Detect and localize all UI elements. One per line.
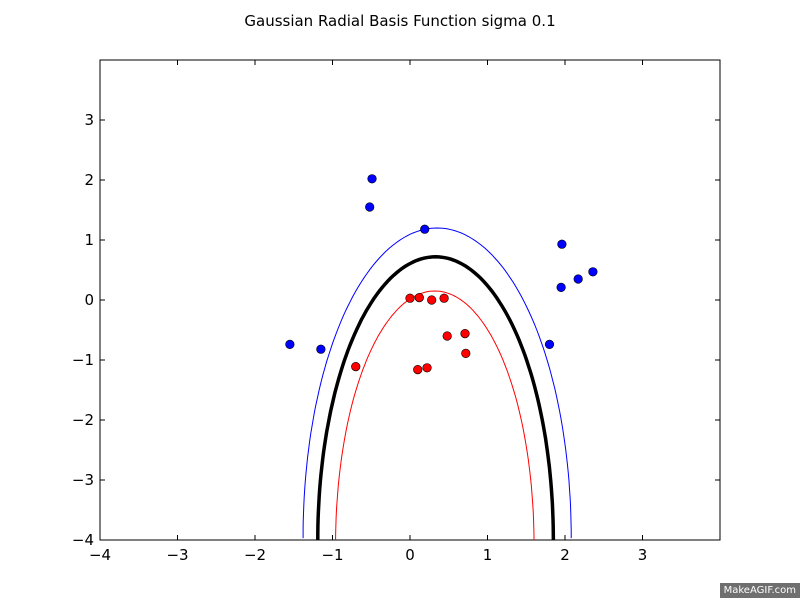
contour-line	[316, 255, 556, 540]
scatter-point	[557, 239, 567, 249]
y-tick-label: −1	[72, 351, 94, 369]
scatter-point	[405, 293, 415, 303]
scatter-point	[422, 363, 432, 373]
x-tick-label: 2	[560, 546, 570, 564]
y-tick-label: 3	[84, 111, 94, 129]
scatter-point	[461, 348, 471, 359]
scatter-point	[351, 362, 361, 372]
y-tick-label: −2	[72, 411, 94, 429]
scatter-point	[427, 295, 437, 305]
x-tick-label: −2	[244, 546, 266, 564]
y-tick-label: −4	[72, 531, 94, 549]
scatter-point	[588, 267, 598, 277]
x-axis: −4 −3 −2 −1 0 1 2 3	[89, 60, 647, 564]
scatter-point	[285, 339, 295, 350]
x-tick-label: −3	[166, 546, 188, 564]
y-tick-label: 1	[84, 231, 94, 249]
scatter-point	[442, 331, 452, 341]
scatter-point	[439, 293, 449, 303]
x-tick-label: −1	[321, 546, 343, 564]
makeagif-watermark: MakeAGIF.com	[719, 583, 800, 598]
y-tick-label: −3	[72, 471, 94, 489]
points-layer	[285, 174, 598, 375]
scatter-point	[460, 329, 470, 339]
y-tick-label: 2	[84, 171, 94, 189]
contour-line	[302, 227, 572, 539]
scatter-point	[367, 174, 377, 184]
scatter-point	[414, 293, 424, 303]
contour-layer	[302, 227, 572, 540]
scatter-point	[420, 224, 430, 234]
chart-title: Gaussian Radial Basis Function sigma 0.1	[244, 12, 555, 30]
x-tick-label: 0	[405, 546, 415, 564]
scatter-point	[413, 365, 423, 375]
x-tick-label: 3	[638, 546, 648, 564]
scatter-point	[556, 282, 566, 293]
scatter-point	[544, 339, 555, 350]
x-tick-label: 1	[483, 546, 493, 564]
y-axis: −4 −3 −2 −1 0 1 2 3	[72, 111, 720, 549]
scatter-point	[365, 202, 375, 212]
scatter-point	[573, 274, 583, 284]
y-tick-label: 0	[84, 291, 94, 309]
x-tick-label: −4	[89, 546, 111, 564]
contour-line	[335, 290, 535, 540]
scatter-point	[316, 344, 326, 354]
